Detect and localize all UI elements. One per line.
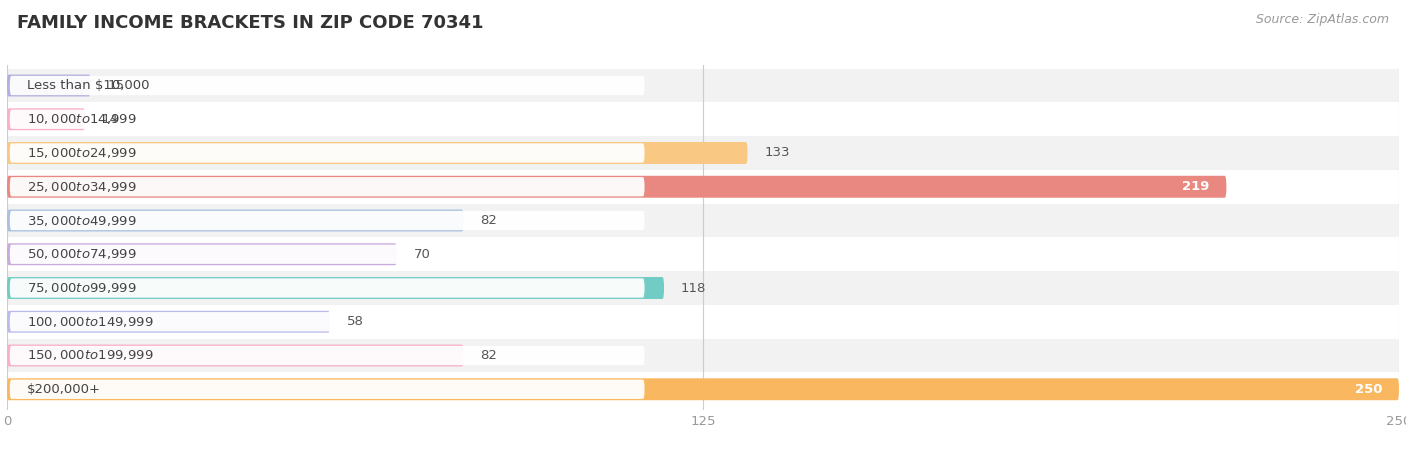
Bar [7, 136, 1399, 170]
Text: $100,000 to $149,999: $100,000 to $149,999 [27, 315, 153, 329]
FancyBboxPatch shape [7, 311, 330, 333]
FancyBboxPatch shape [10, 245, 644, 264]
Text: $75,000 to $99,999: $75,000 to $99,999 [27, 281, 136, 295]
Text: $50,000 to $74,999: $50,000 to $74,999 [27, 247, 136, 261]
Bar [7, 203, 1399, 238]
Text: 133: 133 [765, 147, 790, 159]
Text: 250: 250 [1355, 383, 1382, 396]
Bar [7, 68, 1399, 102]
FancyBboxPatch shape [7, 176, 1226, 198]
Text: Source: ZipAtlas.com: Source: ZipAtlas.com [1256, 14, 1389, 27]
Bar [7, 305, 1399, 338]
FancyBboxPatch shape [7, 210, 464, 231]
Text: $150,000 to $199,999: $150,000 to $199,999 [27, 348, 153, 363]
Text: FAMILY INCOME BRACKETS IN ZIP CODE 70341: FAMILY INCOME BRACKETS IN ZIP CODE 70341 [17, 14, 484, 32]
FancyBboxPatch shape [7, 345, 464, 366]
Text: 82: 82 [481, 214, 498, 227]
FancyBboxPatch shape [10, 110, 644, 129]
Text: 70: 70 [413, 248, 430, 261]
FancyBboxPatch shape [10, 76, 644, 95]
Text: $25,000 to $34,999: $25,000 to $34,999 [27, 180, 136, 194]
FancyBboxPatch shape [10, 279, 644, 297]
Text: 219: 219 [1182, 180, 1209, 193]
Text: 14: 14 [101, 113, 118, 126]
FancyBboxPatch shape [7, 142, 748, 164]
FancyBboxPatch shape [10, 380, 644, 399]
FancyBboxPatch shape [7, 378, 1399, 400]
Bar [7, 170, 1399, 203]
FancyBboxPatch shape [7, 243, 396, 265]
Text: 15: 15 [107, 79, 124, 92]
Text: 82: 82 [481, 349, 498, 362]
FancyBboxPatch shape [7, 75, 90, 96]
Text: Less than $10,000: Less than $10,000 [27, 79, 149, 92]
Text: $15,000 to $24,999: $15,000 to $24,999 [27, 146, 136, 160]
Text: $10,000 to $14,999: $10,000 to $14,999 [27, 112, 136, 126]
Bar [7, 271, 1399, 305]
FancyBboxPatch shape [10, 312, 644, 331]
Text: $35,000 to $49,999: $35,000 to $49,999 [27, 213, 136, 228]
FancyBboxPatch shape [7, 277, 664, 299]
Text: $200,000+: $200,000+ [27, 383, 100, 396]
Bar [7, 238, 1399, 271]
FancyBboxPatch shape [10, 144, 644, 162]
FancyBboxPatch shape [10, 211, 644, 230]
FancyBboxPatch shape [7, 108, 84, 130]
FancyBboxPatch shape [10, 346, 644, 365]
Text: 118: 118 [681, 282, 706, 294]
Bar [7, 373, 1399, 406]
Bar [7, 338, 1399, 373]
Bar [7, 102, 1399, 136]
FancyBboxPatch shape [10, 177, 644, 196]
Text: 58: 58 [347, 315, 364, 328]
